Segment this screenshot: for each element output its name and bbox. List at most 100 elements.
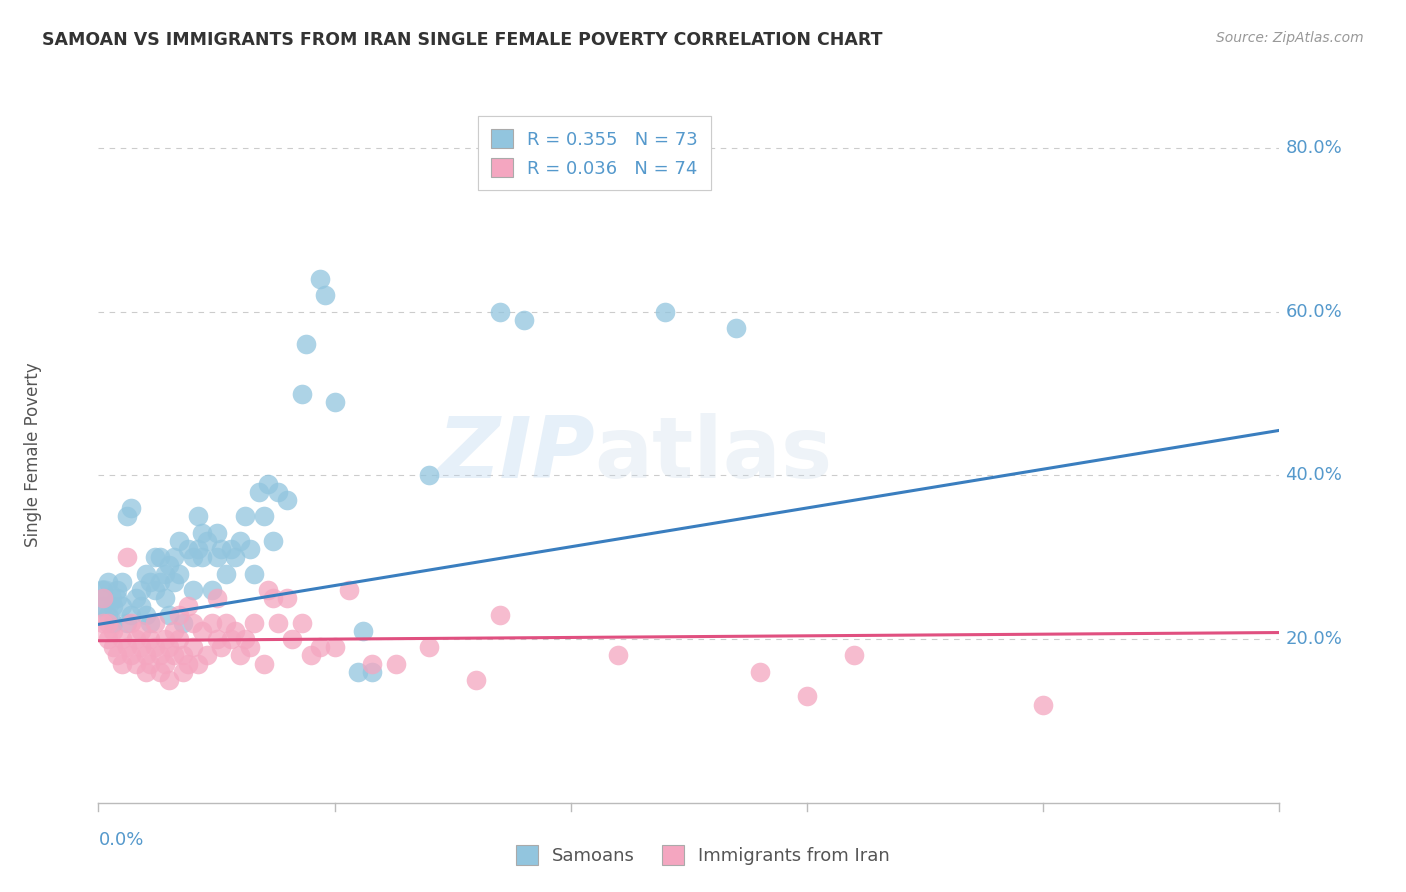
- Point: [229, 648, 252, 663]
- Point: [139, 632, 162, 646]
- Point: [91, 615, 114, 630]
- Point: [314, 288, 336, 302]
- Point: [239, 640, 262, 655]
- Point: [121, 648, 143, 663]
- Point: [139, 574, 162, 589]
- Point: [149, 665, 172, 679]
- Point: [157, 558, 180, 573]
- Point: [149, 574, 172, 589]
- Point: [195, 533, 218, 548]
- Point: [257, 582, 280, 597]
- Point: [654, 304, 676, 318]
- Point: [101, 640, 124, 655]
- Point: [181, 582, 204, 597]
- Point: [172, 648, 194, 663]
- Point: [607, 648, 630, 663]
- Point: [1032, 698, 1054, 712]
- Point: [167, 533, 190, 548]
- Point: [205, 632, 228, 646]
- Point: [243, 566, 266, 581]
- Point: [101, 615, 124, 630]
- Point: [139, 657, 162, 671]
- Point: [149, 550, 172, 565]
- Point: [489, 304, 512, 318]
- Point: [91, 591, 114, 606]
- Point: [195, 648, 218, 663]
- Point: [121, 501, 143, 516]
- Point: [135, 607, 157, 622]
- Point: [295, 337, 318, 351]
- Point: [512, 313, 534, 327]
- Point: [247, 484, 270, 499]
- Point: [97, 574, 120, 589]
- Point: [844, 648, 866, 663]
- Point: [224, 550, 246, 565]
- Point: [101, 599, 124, 614]
- Point: [257, 476, 280, 491]
- Point: [97, 607, 120, 622]
- Point: [163, 574, 186, 589]
- Point: [157, 607, 180, 622]
- Point: [111, 574, 134, 589]
- Point: [201, 615, 224, 630]
- Point: [167, 632, 190, 646]
- Point: [243, 615, 266, 630]
- Point: [233, 509, 256, 524]
- Point: [105, 582, 128, 597]
- Point: [139, 615, 162, 630]
- Point: [262, 533, 284, 548]
- Point: [347, 665, 370, 679]
- Point: [105, 591, 128, 606]
- Point: [187, 542, 209, 557]
- Point: [125, 632, 148, 646]
- Point: [115, 640, 138, 655]
- Point: [385, 657, 408, 671]
- Point: [153, 632, 176, 646]
- Point: [361, 665, 384, 679]
- Point: [143, 550, 166, 565]
- Point: [323, 640, 346, 655]
- Point: [91, 615, 114, 630]
- Point: [153, 591, 176, 606]
- Point: [191, 624, 214, 638]
- Text: ZIP: ZIP: [437, 413, 595, 497]
- Point: [135, 566, 157, 581]
- Point: [135, 665, 157, 679]
- Point: [125, 591, 148, 606]
- Point: [205, 550, 228, 565]
- Point: [219, 632, 242, 646]
- Point: [91, 582, 114, 597]
- Point: [253, 657, 276, 671]
- Point: [143, 640, 166, 655]
- Point: [191, 525, 214, 540]
- Point: [337, 582, 360, 597]
- Point: [187, 509, 209, 524]
- Point: [418, 468, 440, 483]
- Point: [115, 550, 138, 565]
- Text: Single Female Poverty: Single Female Poverty: [24, 363, 42, 547]
- Point: [748, 665, 770, 679]
- Point: [253, 509, 276, 524]
- Point: [233, 632, 256, 646]
- Point: [215, 615, 238, 630]
- Point: [101, 624, 124, 638]
- Text: Source: ZipAtlas.com: Source: ZipAtlas.com: [1216, 31, 1364, 45]
- Point: [129, 599, 152, 614]
- Point: [181, 550, 204, 565]
- Point: [105, 648, 128, 663]
- Point: [157, 640, 180, 655]
- Point: [281, 632, 304, 646]
- Point: [91, 591, 114, 606]
- Point: [143, 615, 166, 630]
- Point: [418, 640, 440, 655]
- Point: [465, 673, 488, 687]
- Point: [352, 624, 374, 638]
- Point: [181, 615, 204, 630]
- Text: atlas: atlas: [595, 413, 832, 497]
- Text: 40.0%: 40.0%: [1285, 467, 1343, 484]
- Point: [115, 509, 138, 524]
- Point: [121, 607, 143, 622]
- Point: [219, 542, 242, 557]
- Point: [172, 665, 194, 679]
- Point: [163, 648, 186, 663]
